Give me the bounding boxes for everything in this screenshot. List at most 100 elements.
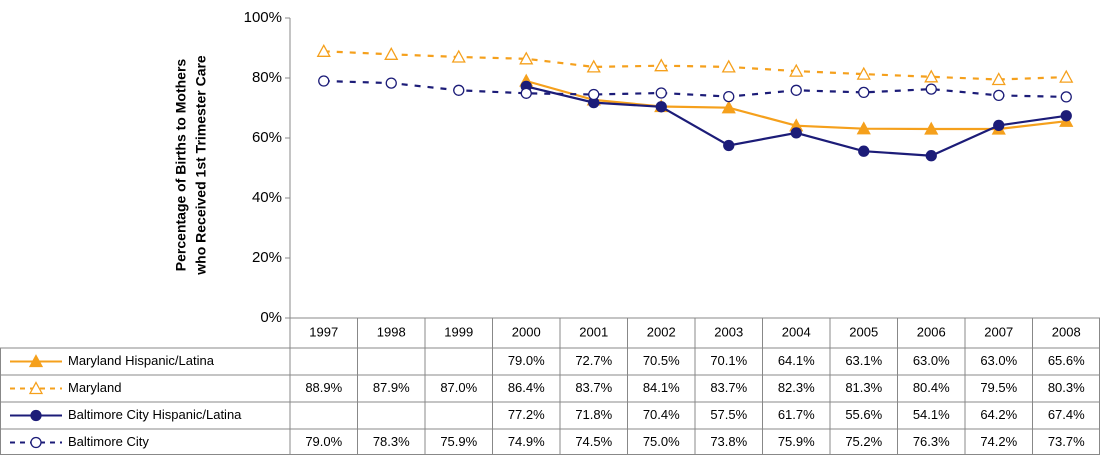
marker <box>384 46 399 60</box>
marker <box>924 69 939 83</box>
table-cell: 83.7% <box>575 380 612 395</box>
table-cell: 67.4% <box>1048 407 1085 422</box>
table-cell: 80.3% <box>1048 380 1085 395</box>
table-cell: 81.3% <box>845 380 882 395</box>
marker <box>451 49 466 63</box>
table-cell: 74.2% <box>980 434 1017 449</box>
marker <box>385 77 397 89</box>
marker <box>1059 69 1074 83</box>
marker <box>318 75 330 87</box>
marker <box>721 59 736 73</box>
marker <box>925 150 937 162</box>
x-tick-label: 1997 <box>309 324 338 339</box>
table-cell: 57.5% <box>710 407 747 422</box>
marker <box>721 100 736 114</box>
table-cell: 71.8% <box>575 407 612 422</box>
marker <box>723 139 735 152</box>
table-cell: 87.0% <box>440 380 477 395</box>
marker <box>925 83 937 95</box>
x-tick-label: 1999 <box>444 324 473 339</box>
marker <box>655 87 667 99</box>
marker <box>789 63 804 77</box>
x-tick-label: 1998 <box>377 324 406 339</box>
marker <box>1060 91 1072 103</box>
table-cell: 78.3% <box>373 434 410 449</box>
table-cell: 76.3% <box>913 434 950 449</box>
table-cell: 73.7% <box>1048 434 1085 449</box>
legend-label: Baltimore City <box>68 434 149 449</box>
table-cell: 80.4% <box>913 380 950 395</box>
x-tick-label: 2000 <box>512 324 541 339</box>
table-cell: 73.8% <box>710 434 747 449</box>
x-tick-label: 2006 <box>917 324 946 339</box>
table-cell: 88.9% <box>305 380 342 395</box>
marker <box>924 121 939 135</box>
table-cell: 65.6% <box>1048 353 1085 368</box>
table-cell: 83.7% <box>710 380 747 395</box>
table-cell: 84.1% <box>643 380 680 395</box>
legend-marker <box>28 381 44 395</box>
marker <box>586 59 601 73</box>
x-tick-label: 2003 <box>714 324 743 339</box>
marker <box>856 66 871 80</box>
marker <box>790 127 802 139</box>
table-cell: 54.1% <box>913 407 950 422</box>
y-axis-title: who Received 1st Trimester Care <box>193 55 209 276</box>
marker <box>790 84 802 96</box>
x-tick-label: 2004 <box>782 324 811 339</box>
y-tick-label: 80% <box>252 69 282 86</box>
marker <box>588 88 600 101</box>
legend-label: Maryland Hispanic/Latina <box>68 353 215 368</box>
table-cell: 87.9% <box>373 380 410 395</box>
marker <box>993 119 1005 132</box>
series-line <box>323 79 1067 98</box>
table-cell: 86.4% <box>508 380 545 395</box>
marker <box>520 87 532 99</box>
table-cell: 75.2% <box>845 434 882 449</box>
x-tick-label: 2008 <box>1052 324 1081 339</box>
table-cell: 74.9% <box>508 434 545 449</box>
table-cell: 55.6% <box>845 407 882 422</box>
table-cell: 75.9% <box>440 434 477 449</box>
table-cell: 79.0% <box>305 434 342 449</box>
table-cell: 74.5% <box>575 434 612 449</box>
table-cell: 70.4% <box>643 407 680 422</box>
x-tick-label: 2002 <box>647 324 676 339</box>
y-axis-title: Percentage of Births to Mothers <box>173 59 189 272</box>
table-cell: 63.1% <box>845 353 882 368</box>
table-cell: 70.5% <box>643 353 680 368</box>
series-line <box>323 50 1067 81</box>
x-tick-label: 2001 <box>579 324 608 339</box>
legend-marker <box>28 354 44 368</box>
y-tick-label: 0% <box>260 309 282 326</box>
table-cell: 79.5% <box>980 380 1017 395</box>
table-cell: 63.0% <box>980 353 1017 368</box>
y-tick-label: 100% <box>244 9 282 26</box>
y-tick-label: 20% <box>252 249 282 266</box>
table-cell: 79.0% <box>508 353 545 368</box>
table-cell: 70.1% <box>710 353 747 368</box>
legend-marker <box>30 436 42 449</box>
table-cell: 64.2% <box>980 407 1017 422</box>
table-cell: 63.0% <box>913 353 950 368</box>
y-tick-label: 40% <box>252 189 282 206</box>
y-tick-label: 60% <box>252 129 282 146</box>
marker <box>519 51 534 65</box>
marker <box>316 43 331 57</box>
table-cell: 75.0% <box>643 434 680 449</box>
marker <box>858 86 870 99</box>
table-cell: 61.7% <box>778 407 815 422</box>
marker <box>654 58 669 72</box>
legend-label: Baltimore City Hispanic/Latina <box>68 407 242 422</box>
marker <box>1060 110 1072 122</box>
marker <box>856 121 871 135</box>
legend-label: Maryland <box>68 380 121 395</box>
table-cell: 75.9% <box>778 434 815 449</box>
legend-marker <box>30 409 42 422</box>
x-tick-label: 2007 <box>984 324 1013 339</box>
marker <box>991 72 1006 86</box>
x-tick-label: 2005 <box>849 324 878 339</box>
table-cell: 72.7% <box>575 353 612 368</box>
table-cell: 82.3% <box>778 380 815 395</box>
